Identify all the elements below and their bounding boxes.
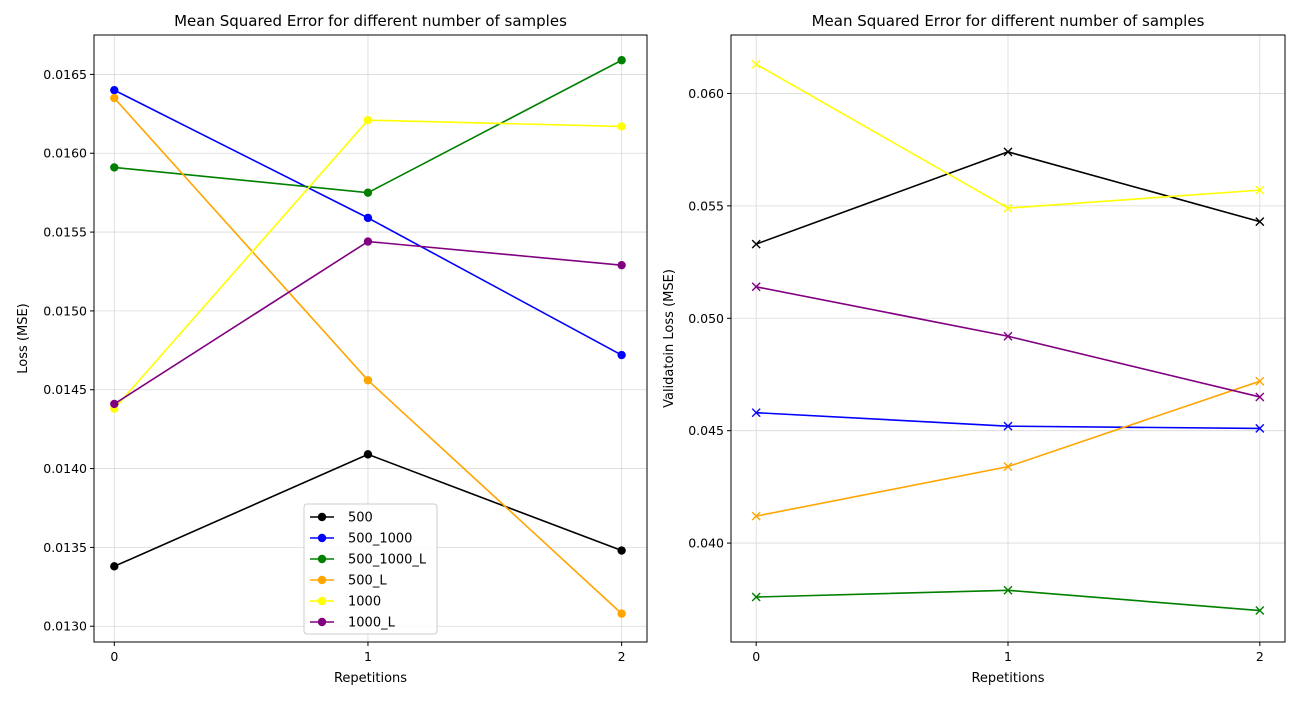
data-point-500 (751, 239, 761, 249)
y-tick-label: 0.0165 (43, 67, 87, 82)
y-tick-label: 0.0130 (43, 619, 87, 634)
x-tick-label: 1 (364, 649, 372, 664)
data-point-500 (617, 546, 626, 555)
chart-title: Mean Squared Error for different number … (174, 12, 567, 30)
y-tick-label: 0.0145 (43, 382, 87, 397)
y-tick-label: 0.0140 (43, 461, 87, 476)
data-point-500_L (1003, 462, 1013, 472)
y-tick-label: 0.0150 (43, 303, 87, 318)
y-tick-label: 0.0135 (43, 540, 87, 555)
x-axis-label: Repetitions (334, 671, 407, 686)
legend-entry-label: 500_L (348, 574, 387, 589)
data-point-500_L (617, 609, 626, 618)
legend-entry-label: 500_1000 (348, 532, 412, 547)
chart-panel-1: 0.0130 0.0135 0.0140 0.0145 0.0150 0.0155 0.01… (16, 12, 648, 686)
data-point-1000_L (1255, 392, 1265, 402)
data-point-500_1000_L (1255, 606, 1265, 616)
data-point-500_1000_L (110, 163, 119, 172)
chart-legend: 500 500_1000 500_1000_L 500_L 1000 1000_L (303, 503, 438, 635)
x-tick-label: 0 (752, 649, 760, 664)
legend-swatch-marker (317, 575, 327, 585)
legend-swatch-marker (317, 512, 327, 522)
data-point-500_L (1255, 376, 1265, 386)
x-axis-label: Repetitions (971, 671, 1044, 686)
legend-entry-label: 1000_L (348, 616, 396, 631)
data-point-500 (1255, 217, 1265, 227)
axes-frame (93, 34, 648, 643)
data-point-1000 (617, 122, 626, 131)
data-point-1000 (363, 115, 373, 125)
y-axis-label: Validatoin Loss (MSE) (662, 269, 677, 408)
data-point-500_1000_L (617, 56, 626, 65)
y-tick-label: 0.0160 (43, 146, 87, 161)
y-tick-label: 0.045 (688, 423, 724, 438)
data-point-1000_L (751, 282, 761, 292)
legend-swatch-marker (317, 596, 327, 606)
data-point-1000 (1255, 185, 1265, 195)
y-axis-label: Loss (MSE) (16, 303, 31, 373)
data-point-500 (110, 562, 119, 571)
chart-title: Mean Squared Error for different number … (812, 12, 1205, 30)
y-tick-label: 0.050 (688, 311, 724, 326)
x-tick-label: 1 (1004, 649, 1012, 664)
data-point-500_1000_L (1003, 585, 1013, 595)
data-point-1000_L (110, 399, 119, 409)
legend-entry-label: 500 (348, 511, 373, 526)
data-point-500_L (110, 93, 119, 103)
x-tick-label: 0 (110, 649, 118, 664)
legend-swatch-marker (317, 533, 327, 543)
x-tick-label: 2 (1256, 649, 1264, 664)
data-point-500_1000_L (363, 188, 373, 197)
data-point-1000_L (363, 237, 373, 246)
legend-swatch-marker (317, 554, 327, 564)
data-point-500 (1003, 147, 1013, 157)
data-point-500_1000_L (751, 592, 761, 602)
data-point-500_1000 (110, 85, 119, 95)
y-tick-label: 0.060 (688, 86, 724, 101)
data-point-500_1000 (1255, 423, 1265, 433)
legend-box (303, 503, 438, 635)
data-point-500_1000 (617, 350, 626, 360)
legend-swatch-marker (317, 617, 327, 627)
data-point-1000 (1003, 203, 1013, 213)
y-tick-label: 0.0155 (43, 225, 87, 240)
data-point-500_1000 (751, 408, 761, 418)
x-tick-label: 2 (618, 649, 626, 664)
data-point-500_L (751, 511, 761, 521)
data-point-1000_L (617, 260, 626, 270)
data-point-1000 (751, 59, 761, 69)
y-tick-label: 0.040 (688, 536, 724, 551)
chart-panel-2: 0.040 0.045 0.050 0.055 0.060 0 1 2 Mean Squared… (662, 12, 1286, 686)
data-point-500_L (363, 376, 373, 385)
data-point-500_1000 (1003, 421, 1013, 431)
y-tick-label: 0.055 (688, 198, 724, 213)
data-point-500_1000 (363, 213, 373, 223)
legend-entry-label: 500_1000_L (348, 553, 427, 568)
legend-entry-label: 1000 (348, 595, 381, 610)
data-point-1000_L (1003, 331, 1013, 341)
data-point-500 (363, 450, 373, 459)
